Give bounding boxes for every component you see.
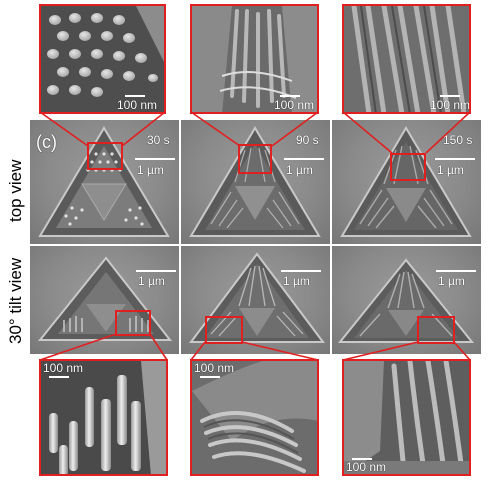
scale-label-main: 1 µm (138, 274, 165, 288)
roi-box-top-150s (390, 153, 426, 181)
zoom-inset-top-90s: 100 nm (190, 4, 319, 114)
roi-box-tilt-150s (417, 316, 455, 344)
scale-label-main: 1 µm (286, 163, 313, 177)
nanowall-top-image-150s (344, 6, 469, 112)
time-label-90s: 90 s (296, 133, 319, 147)
roi-box-top-90s (238, 144, 272, 174)
scale-label-zoom: 100 nm (346, 460, 387, 474)
triangle-tilt-90s-image (189, 252, 325, 343)
sem-tilt-90s: 1 µm (181, 246, 330, 354)
sem-top-90s: 90 s 1 µm (181, 120, 330, 244)
scale-label-main: 1 µm (438, 274, 465, 288)
sem-top-150s: 150 s 1 µm (332, 120, 481, 244)
triangle-top-90s-image (189, 126, 321, 237)
row-label-tilt-view: 30° tilt view (6, 257, 25, 344)
sem-tilt-30s: 1 µm (30, 246, 179, 354)
sem-top-30s: (c) 30 s 1 µm (30, 120, 179, 244)
scale-label-main: 1 µm (283, 274, 310, 288)
time-label-150s: 150 s (443, 133, 473, 147)
scale-label-zoom: 100 nm (274, 98, 315, 112)
scale-label-main: 1 µm (437, 163, 464, 177)
triangle-tilt-30s-image (37, 256, 173, 341)
roi-box-top-30s (87, 142, 123, 170)
scale-label-zoom: 100 nm (117, 98, 158, 112)
roi-box-tilt-30s (115, 310, 151, 336)
triangle-tilt-150s-image (337, 258, 475, 343)
nanowall-top-image-90s (192, 6, 317, 112)
sem-tilt-150s: 1 µm (332, 246, 481, 354)
zoom-inset-tilt-30s: 100 nm (39, 359, 168, 476)
triangle-top-30s-image (38, 126, 170, 237)
scale-label-zoom: 100 nm (430, 98, 471, 112)
time-label-30s: 30 s (147, 133, 170, 147)
nanopillar-top-image (41, 6, 164, 112)
nanowall-tilt-image-90s (192, 361, 317, 474)
row-label-top-view: top view (6, 159, 25, 222)
roi-box-tilt-90s (205, 316, 243, 344)
scale-label-main: 1 µm (137, 163, 164, 177)
scale-label-zoom: 100 nm (194, 361, 235, 375)
nanowall-tilt-image-150s (344, 361, 469, 474)
zoom-inset-tilt-150s: 100 nm (342, 359, 471, 476)
nanopillar-tilt-image (41, 361, 166, 474)
panel-label: (c) (36, 132, 57, 152)
zoom-inset-top-150s: 100 nm (342, 4, 471, 114)
scale-label-zoom: 100 nm (43, 361, 84, 375)
zoom-inset-tilt-90s: 100 nm (190, 359, 319, 476)
zoom-inset-top-30s: 100 nm (39, 4, 166, 114)
